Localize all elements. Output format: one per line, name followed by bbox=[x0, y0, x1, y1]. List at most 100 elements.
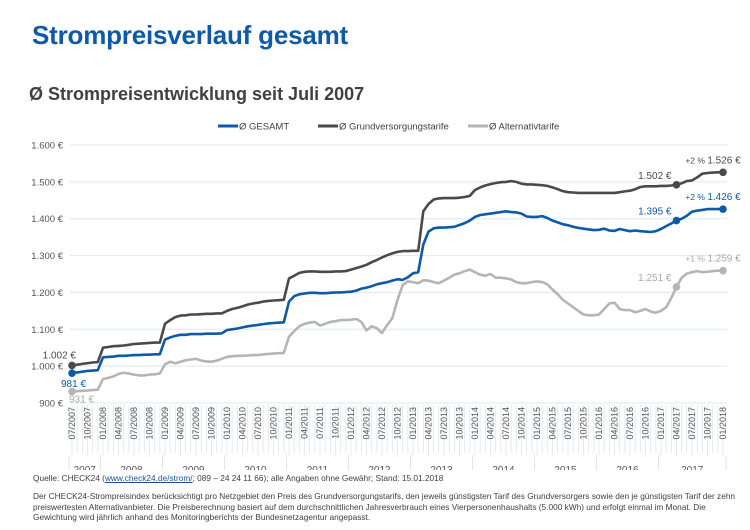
year-label: 2014 bbox=[492, 465, 515, 470]
series-line-2 bbox=[71, 268, 723, 393]
x-tick-label: 10/2007 bbox=[83, 407, 93, 440]
x-tick-label: 04/2009 bbox=[176, 407, 186, 440]
methodology-footnote: Der CHECK24-Strompreisindex berücksichti… bbox=[33, 491, 736, 522]
x-tick-label: 04/2014 bbox=[486, 407, 496, 440]
value-label: 1.502 € bbox=[638, 171, 672, 182]
series-line-1 bbox=[71, 170, 723, 367]
page-title: Strompreisverlauf gesamt bbox=[32, 20, 348, 50]
year-label: 2007 bbox=[74, 465, 97, 470]
x-tick-label: 10/2009 bbox=[207, 407, 217, 440]
y-tick-label: 1.300 € bbox=[31, 251, 63, 262]
x-tick-label: 10/2017 bbox=[703, 407, 713, 440]
year-label: 2008 bbox=[120, 465, 143, 470]
x-tick-label: 01/2014 bbox=[470, 407, 480, 440]
value-label: 931 € bbox=[69, 395, 94, 406]
x-tick-label: 04/2011 bbox=[300, 407, 310, 439]
x-tick-label: 01/2011 bbox=[284, 407, 294, 439]
x-tick-label: 04/2016 bbox=[610, 407, 620, 440]
x-tick-label: 04/2008 bbox=[114, 407, 124, 440]
y-axis: 900 € 1.000 € 1.100 € 1.200 € 1.300 € 1.400 €… bbox=[31, 141, 63, 410]
x-tick-label: 01/2008 bbox=[98, 407, 108, 440]
year-label: 2010 bbox=[244, 465, 267, 470]
data-point-marker bbox=[672, 283, 681, 291]
x-tick-label: 07/2016 bbox=[625, 407, 635, 440]
x-tick-label: 01/2010 bbox=[222, 407, 232, 440]
change-percent-label: +2 % bbox=[685, 155, 705, 165]
x-tick-label: 04/2012 bbox=[362, 407, 372, 440]
source-link[interactable]: www.check24.de/strom/ bbox=[104, 473, 193, 483]
x-tick-label: 07/2010 bbox=[253, 407, 263, 440]
data-point-marker bbox=[719, 205, 727, 213]
y-tick-label: 1.600 € bbox=[31, 141, 63, 152]
year-label: 2012 bbox=[368, 465, 391, 470]
x-tick-label: 10/2013 bbox=[455, 407, 465, 440]
data-point-marker bbox=[672, 181, 681, 189]
x-tick-label: 04/2017 bbox=[672, 407, 682, 440]
value-label: 1.002 € bbox=[43, 350, 77, 361]
value-label: 1.251 € bbox=[638, 273, 672, 284]
x-tick-label: 01/2009 bbox=[160, 407, 170, 440]
year-label: 2016 bbox=[616, 465, 639, 470]
x-tick-label: 10/2012 bbox=[393, 407, 403, 440]
x-tick-label: 01/2012 bbox=[346, 407, 356, 440]
x-tick-label: 04/2015 bbox=[548, 407, 558, 440]
source-line: Quelle: CHECK24 (www.check24.de/strom/; … bbox=[33, 473, 443, 483]
chart-lines bbox=[71, 170, 723, 393]
chart-subtitle: Ø Strompreisentwicklung seit Juli 2007 bbox=[29, 84, 365, 104]
x-tick-label: 10/2014 bbox=[517, 407, 527, 440]
y-tick-label: 1.100 € bbox=[31, 325, 63, 336]
chart-annotations: 981 € 1.002 € 931 € 1.395 € 1.502 € 1.251 € 1.… bbox=[43, 155, 741, 405]
series-line-0 bbox=[71, 207, 723, 375]
x-tick-label: 07/2008 bbox=[129, 407, 139, 440]
x-tick-label: 04/2013 bbox=[424, 407, 434, 440]
change-percent-label: +2 % bbox=[685, 192, 705, 202]
data-point-marker bbox=[719, 266, 727, 275]
legend-label-0: Ø GESAMT bbox=[239, 122, 289, 133]
value-label: 981 € bbox=[61, 379, 86, 390]
source-suffix: ; 089 – 24 24 11 66); alle Angaben ohne … bbox=[192, 473, 444, 483]
x-tick-label: 10/2015 bbox=[579, 407, 589, 440]
x-tick-label: 01/2015 bbox=[532, 407, 542, 440]
x-tick-label: 07/2017 bbox=[687, 407, 697, 440]
y-tick-label: 1.200 € bbox=[31, 288, 63, 299]
legend-label-1: Ø Grundversorgungstarife bbox=[339, 122, 449, 133]
change-percent-label: +1 % bbox=[685, 254, 705, 264]
chart-legend: Ø GESAMT Ø Grundversorgungstarife Ø Altern… bbox=[218, 122, 559, 133]
x-tick-label: 10/2008 bbox=[145, 407, 155, 440]
value-label: 1.526 € bbox=[707, 155, 741, 166]
data-point-marker bbox=[68, 361, 76, 370]
x-tick-label: 10/2010 bbox=[269, 407, 279, 440]
data-point-marker bbox=[68, 387, 76, 396]
year-label: 2013 bbox=[430, 465, 453, 470]
data-point-marker bbox=[672, 216, 681, 225]
year-label: 2015 bbox=[554, 465, 577, 470]
year-label: 2011 bbox=[307, 465, 329, 470]
x-tick-label: 07/2014 bbox=[501, 407, 511, 440]
x-tick-label: 07/2007 bbox=[67, 407, 77, 440]
x-tick-label: 07/2015 bbox=[563, 407, 573, 440]
year-label: 2017 bbox=[681, 465, 704, 470]
x-tick-label: 10/2011 bbox=[331, 407, 341, 439]
value-label: 1.259 € bbox=[707, 254, 741, 265]
x-tick-label: 01/2017 bbox=[656, 407, 666, 440]
value-label: 1.395 € bbox=[638, 207, 672, 218]
data-point-marker bbox=[68, 369, 76, 377]
value-label: 1.426 € bbox=[707, 192, 741, 203]
y-tick-label: 1.500 € bbox=[31, 177, 63, 188]
x-axis: 07/2007 10/2007 01/2008 04/2008 07/2008 10/20… bbox=[67, 405, 728, 470]
legend-label-2: Ø Alternativtarife bbox=[489, 122, 559, 133]
x-tick-label: 04/2010 bbox=[238, 407, 248, 440]
price-chart: Ø GESAMT Ø Grundversorgungstarife Ø Altern… bbox=[31, 122, 741, 470]
y-tick-label: 1.400 € bbox=[31, 214, 63, 225]
data-point-marker bbox=[719, 168, 727, 177]
source-prefix: Quelle: CHECK24 ( bbox=[33, 473, 105, 483]
x-tick-label: 01/2013 bbox=[408, 407, 418, 440]
x-tick-label: 10/2016 bbox=[641, 407, 651, 440]
x-tick-label: 07/2011 bbox=[315, 407, 325, 439]
x-tick-label: 01/2018 bbox=[718, 407, 728, 440]
y-tick-label: 900 € bbox=[39, 399, 63, 410]
x-tick-label: 07/2009 bbox=[191, 407, 201, 440]
chart-grid bbox=[70, 144, 727, 404]
x-tick-label: 07/2013 bbox=[439, 407, 449, 440]
year-label: 2009 bbox=[182, 465, 205, 470]
